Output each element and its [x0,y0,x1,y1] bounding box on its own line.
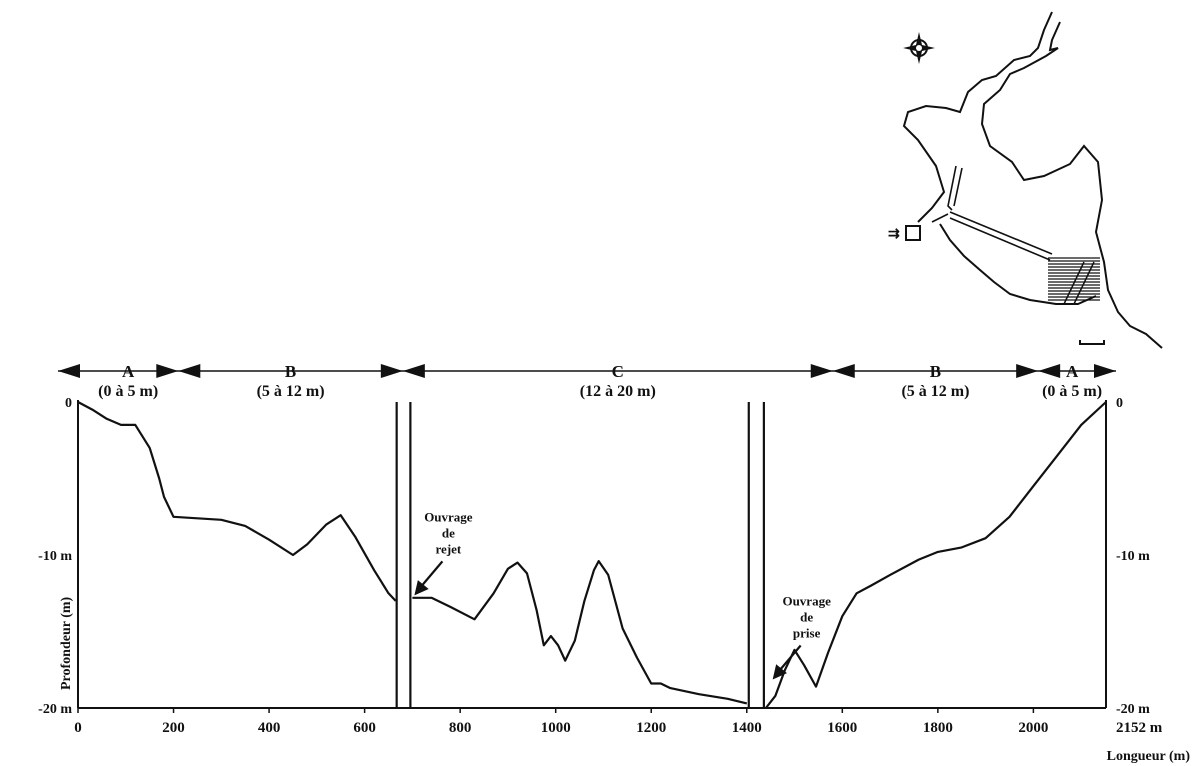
river-lower-shore [939,223,1097,305]
zone-letter: B [930,362,941,381]
y-label-right: -10 m [1116,549,1150,564]
zone-range: (5 à 12 m) [901,383,969,400]
y-axis-title: Profondeur (m) [59,596,74,690]
scale-bar [1079,340,1105,345]
zone-arrowhead-out [58,364,80,378]
y-label-left: -20 m [38,702,72,717]
axes: 0 200 400 600 800 1000 1200 1400 1600 1800 2000 215… [38,396,1163,736]
annotation-arrowhead [772,664,787,680]
zone-letter: A [1066,362,1079,381]
zone-range: (0 à 5 m) [1042,383,1102,400]
annotation-arrowhead [414,580,429,596]
annotation-text: rejet [436,541,462,556]
x-tick-label: 0 [74,720,82,736]
x-tick-label: 800 [449,720,472,736]
annotation-text: Ouvrage [782,594,831,609]
site-map-inset: ⇉ [888,11,1163,349]
y-label-left: -10 m [38,549,72,564]
profile-line-left [77,401,397,602]
zone-range: (5 à 12 m) [257,383,325,400]
zone-arrowhead-in [810,364,833,378]
x-tick-label: 1400 [732,720,762,736]
annotation-text: de [442,525,455,540]
plant-building [905,225,921,241]
depth-profile [77,401,1107,709]
zone-arrowhead-out [832,364,855,378]
y-label-right: -20 m [1116,702,1150,717]
pipe-arrows-icon: ⇉ [888,227,900,242]
x-tick-label: 1600 [827,720,857,736]
zone-range: (0 à 5 m) [98,383,158,400]
profile-line-middle [412,560,748,705]
hatch-pipe [1063,261,1095,305]
x-tick-label: 2000 [1018,720,1048,736]
zone-arrowhead-out [1038,364,1061,378]
zone-letter: B [285,362,296,381]
zone-range: (12 à 20 m) [580,383,656,400]
x-tick-label: 200 [162,720,185,736]
zone-arrowhead-in [380,364,403,378]
y-label-right: 0 [1116,396,1123,411]
x-tick-label: 1200 [636,720,666,736]
river-upper-shore-2 [980,21,1163,349]
annotation-arrow-shaft [419,560,444,589]
annotation-arrow-shaft [777,644,802,673]
zone-letter: A [122,362,135,381]
hatched-study-area [1048,257,1100,305]
x-tick-label: 400 [258,720,281,736]
x-tick-label: 1000 [541,720,571,736]
x-end-label: 2152 m [1116,720,1163,736]
x-axis-title: Longueur (m) [1107,749,1191,764]
annotation-text: Ouvrage [424,509,473,524]
zone-arrowhead-in [1016,364,1039,378]
annotation-text: prise [793,626,821,641]
zone-arrowhead-out [178,364,201,378]
depth-zones: A (0 à 5 m) B (5 à 12 m) C (12 à 20 m) B (5 à 1… [58,362,1116,400]
x-tick-label: 600 [353,720,376,736]
zone-arrowhead-in [156,364,179,378]
pipes [931,165,1053,261]
x-tick-label: 1800 [923,720,953,736]
zone-arrowhead-in [1094,364,1116,378]
zone-letter: C [612,362,624,381]
annotation-text: de [800,610,813,625]
river-upper-shore [902,11,1053,223]
profile-line-right [765,401,1107,709]
zone-arrowhead-out [402,364,425,378]
y-label-left: 0 [65,396,72,411]
compass-rose-icon [903,32,935,64]
